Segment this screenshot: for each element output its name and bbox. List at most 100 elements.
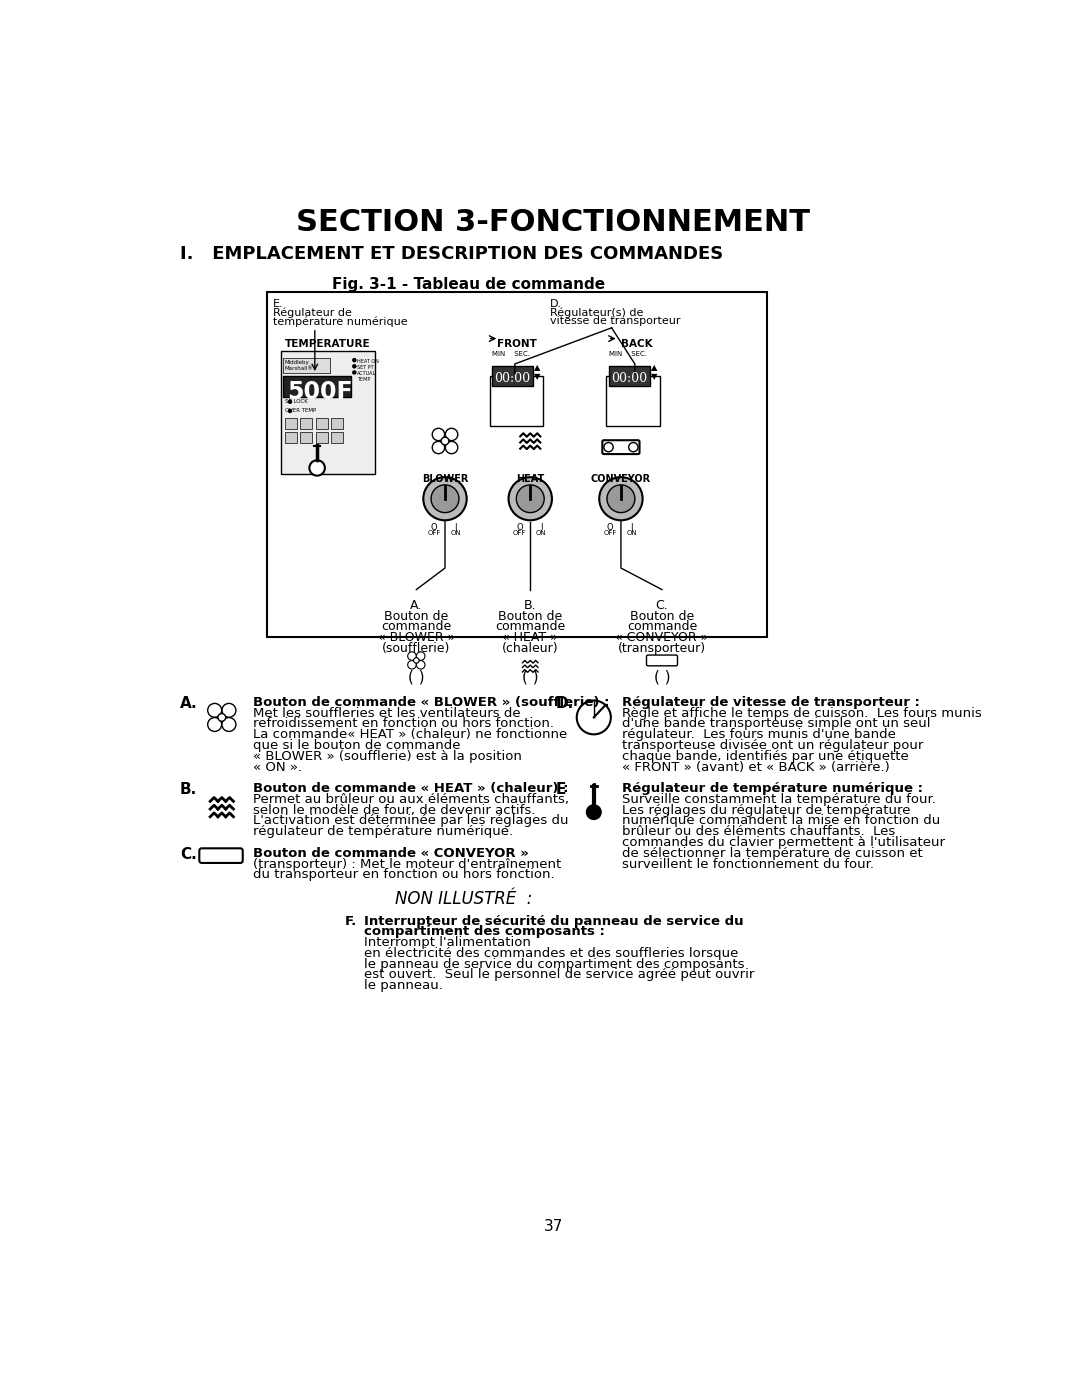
- Circle shape: [288, 400, 292, 404]
- Text: « ON ».: « ON ».: [253, 760, 302, 774]
- Text: commandes du clavier permettent à l'utilisateur: commandes du clavier permettent à l'util…: [622, 835, 945, 849]
- Text: B.: B.: [180, 782, 198, 798]
- Text: d'une bande transporteuse simple ont un seul: d'une bande transporteuse simple ont un …: [622, 718, 930, 731]
- Text: Règle et affiche le temps de cuisson.  Les fours munis: Règle et affiche le temps de cuisson. Le…: [622, 707, 982, 719]
- Text: « BLOWER »: « BLOWER »: [378, 631, 455, 644]
- Bar: [332, 432, 343, 443]
- Text: La commande« HEAT » (chaleur) ne fonctionne: La commande« HEAT » (chaleur) ne fonctio…: [253, 728, 567, 742]
- Text: ▼: ▼: [535, 373, 541, 381]
- Text: Met les souffleries et les ventilateurs de: Met les souffleries et les ventilateurs …: [253, 707, 521, 719]
- Text: E: E: [556, 782, 566, 798]
- Circle shape: [604, 443, 613, 451]
- Bar: [332, 418, 343, 429]
- Text: Les réglages du régulateur de température: Les réglages du régulateur de températur…: [622, 803, 910, 817]
- Text: Surveille constamment la température du four.: Surveille constamment la température du …: [622, 793, 935, 806]
- Text: F.: F.: [345, 915, 356, 928]
- Circle shape: [586, 805, 600, 819]
- Circle shape: [407, 652, 416, 661]
- Text: ▲: ▲: [535, 363, 541, 372]
- Circle shape: [516, 485, 544, 513]
- Bar: [284, 432, 297, 443]
- Text: OFF: OFF: [428, 529, 441, 535]
- Text: ▼: ▼: [651, 373, 658, 381]
- Text: ON: ON: [626, 529, 637, 535]
- Text: C.: C.: [180, 847, 197, 862]
- Text: ▲: ▲: [651, 363, 658, 372]
- Circle shape: [207, 704, 221, 717]
- Text: que si le bouton de commande: que si le bouton de commande: [253, 739, 460, 752]
- Text: Régulateur de température numérique :: Régulateur de température numérique :: [622, 782, 922, 795]
- Circle shape: [445, 429, 458, 440]
- Text: (transporteur) : Met le moteur d'entraînement: (transporteur) : Met le moteur d'entraîn…: [253, 858, 561, 870]
- Circle shape: [432, 429, 445, 440]
- Circle shape: [441, 437, 449, 444]
- Text: A.: A.: [180, 696, 198, 711]
- Text: Régulateur(s) de: Régulateur(s) de: [550, 307, 643, 317]
- Text: I.   EMPLACEMENT ET DESCRIPTION DES COMMANDES: I. EMPLACEMENT ET DESCRIPTION DES COMMAN…: [180, 244, 724, 263]
- Text: OFF: OFF: [513, 529, 526, 535]
- Text: « FRONT » (avant) et « BACK » (arrière.): « FRONT » (avant) et « BACK » (arrière.): [622, 760, 890, 774]
- Text: ( ): ( ): [408, 669, 424, 685]
- Text: A.: A.: [410, 599, 422, 612]
- FancyBboxPatch shape: [647, 655, 677, 666]
- Text: TEMPERATURE: TEMPERATURE: [284, 338, 370, 349]
- Text: ( ): ( ): [522, 669, 539, 685]
- Text: SET PT: SET PT: [357, 365, 374, 370]
- FancyBboxPatch shape: [603, 440, 639, 454]
- Circle shape: [218, 714, 226, 721]
- Bar: [492, 366, 532, 387]
- Text: O: O: [607, 524, 613, 532]
- Bar: [283, 358, 329, 373]
- Text: compartiment des composants :: compartiment des composants :: [364, 925, 605, 939]
- FancyBboxPatch shape: [200, 848, 243, 863]
- Bar: [267, 292, 767, 637]
- Text: Bouton de commande « BLOWER » (soufflerie) :: Bouton de commande « BLOWER » (souffleri…: [253, 696, 609, 708]
- Text: « BLOWER » (soufflerie) est à la position: « BLOWER » (soufflerie) est à la positio…: [253, 750, 522, 763]
- Bar: [490, 376, 542, 426]
- Text: température numérique: température numérique: [273, 316, 407, 327]
- Text: O: O: [516, 524, 523, 532]
- Bar: [300, 432, 312, 443]
- Circle shape: [309, 460, 325, 475]
- Circle shape: [432, 441, 445, 454]
- Text: Marshall®: Marshall®: [284, 366, 313, 372]
- Text: SECTION 3-FONCTIONNEMENT: SECTION 3-FONCTIONNEMENT: [297, 208, 810, 236]
- Text: refroidissement en fonction ou hors fonction.: refroidissement en fonction ou hors fonc…: [253, 718, 554, 731]
- Circle shape: [599, 478, 643, 520]
- Text: CONVEYOR: CONVEYOR: [591, 474, 651, 485]
- Circle shape: [353, 372, 356, 374]
- Text: FRANÇAIS: FRANÇAIS: [1045, 686, 1064, 795]
- Text: OVER TEMP: OVER TEMP: [284, 408, 315, 414]
- Text: OFF: OFF: [604, 529, 617, 535]
- Circle shape: [629, 443, 638, 451]
- Text: L'activation est déterminée par les réglages du: L'activation est déterminée par les régl…: [253, 814, 568, 827]
- Text: régulateur de température numérique.: régulateur de température numérique.: [253, 826, 513, 838]
- Text: 00:00: 00:00: [611, 372, 647, 384]
- Text: commande: commande: [626, 620, 697, 633]
- Bar: [606, 376, 661, 426]
- Circle shape: [407, 661, 416, 669]
- Text: I: I: [455, 524, 457, 532]
- Text: Bouton de: Bouton de: [630, 609, 694, 623]
- Text: est ouvert.  Seul le personnel de service agréé peut ouvrir: est ouvert. Seul le personnel de service…: [364, 968, 754, 982]
- Text: surveillent le fonctionnement du four.: surveillent le fonctionnement du four.: [622, 858, 874, 870]
- Text: (transporteur): (transporteur): [618, 643, 706, 655]
- Text: le panneau de service du compartiment des composants: le panneau de service du compartiment de…: [364, 958, 744, 971]
- Text: O: O: [431, 524, 437, 532]
- Text: I: I: [540, 524, 542, 532]
- Circle shape: [417, 652, 424, 661]
- Text: Régulateur de: Régulateur de: [273, 307, 352, 317]
- Text: Middleby: Middleby: [284, 360, 309, 365]
- Text: commande: commande: [381, 620, 451, 633]
- Text: « CONVEYOR »: « CONVEYOR »: [616, 631, 708, 644]
- Text: transporteuse divisée ont un régulateur pour: transporteuse divisée ont un régulateur …: [622, 739, 923, 752]
- Text: du transporteur en fonction ou hors fonction.: du transporteur en fonction ou hors fonc…: [253, 869, 554, 882]
- Text: 37: 37: [544, 1218, 563, 1234]
- Circle shape: [222, 704, 235, 717]
- Text: chaque bande, identifiés par une étiquette: chaque bande, identifiés par une étiquet…: [622, 750, 908, 763]
- Text: régulateur.  Les fours munis d'une bande: régulateur. Les fours munis d'une bande: [622, 728, 895, 742]
- Circle shape: [222, 718, 235, 732]
- Text: HEAT ON: HEAT ON: [357, 359, 379, 363]
- Text: commande: commande: [495, 620, 565, 633]
- Text: FRONT: FRONT: [497, 338, 537, 349]
